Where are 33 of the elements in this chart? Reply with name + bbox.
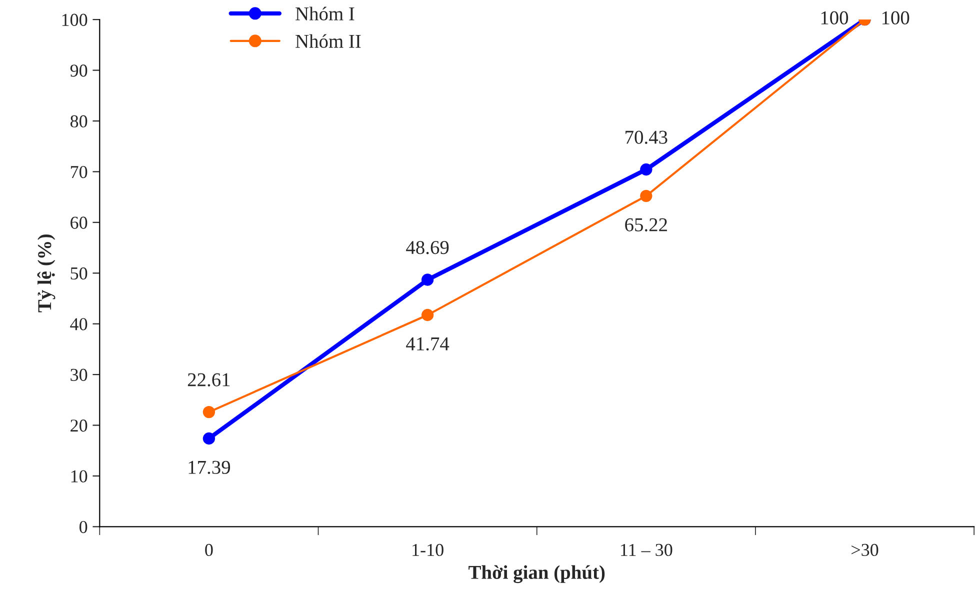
y-tick-label: 100: [62, 14, 88, 26]
data-label: 17.39: [188, 460, 230, 474]
data-label: 22.61: [188, 373, 230, 386]
point: [202, 406, 216, 418]
y-tick-label: 60: [70, 216, 88, 229]
y-tick-label: 90: [70, 64, 88, 77]
x-tick-label: 0: [205, 544, 213, 556]
y-tick-label: 0: [80, 520, 88, 534]
y-axis-title: Tỷ lệ (%): [37, 234, 56, 312]
y-tick-label: 10: [71, 470, 88, 482]
legend-label: Nhóm I: [296, 6, 354, 20]
point: [202, 432, 216, 445]
data-label: 100: [821, 11, 848, 24]
x-tick-label: 11 – 30: [621, 544, 672, 556]
point: [640, 163, 652, 176]
point: [421, 274, 434, 286]
x-axis-title: Thời gian (phút): [468, 565, 605, 584]
data-label: 100: [882, 11, 910, 24]
data-label: 41.74: [406, 337, 450, 351]
legend-label: Nhóm II: [296, 34, 361, 48]
y-tick-label: 70: [70, 166, 88, 178]
point: [640, 190, 652, 202]
data-label: 48.69: [406, 240, 449, 254]
y-tick-label: 40: [70, 318, 88, 330]
data-label: 70.43: [626, 130, 668, 144]
y-tick-label: 50: [70, 267, 88, 280]
x-tick-label: 1-10: [412, 544, 444, 556]
x-tick-label: >30: [852, 544, 878, 556]
y-tick-label: 80: [70, 115, 88, 128]
y-tick-label: 20: [70, 420, 88, 432]
data-label: 65.22: [625, 218, 667, 232]
point: [421, 308, 434, 322]
y-tick-label: 30: [70, 368, 88, 381]
